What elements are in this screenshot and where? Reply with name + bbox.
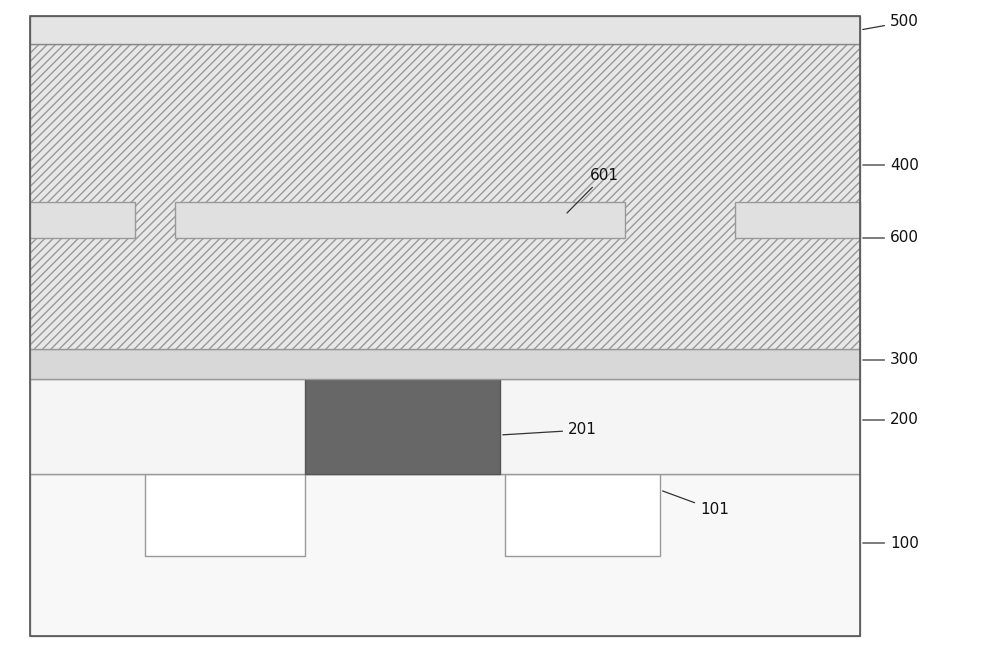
Bar	[30, 349, 860, 379]
Bar	[30, 16, 860, 636]
Bar	[505, 474, 660, 556]
Bar	[30, 474, 860, 636]
Bar	[30, 379, 860, 474]
Text: 601: 601	[567, 168, 619, 213]
Text: 500: 500	[863, 14, 919, 29]
Bar	[735, 202, 860, 238]
Text: 201: 201	[503, 422, 597, 437]
Text: 400: 400	[863, 158, 919, 173]
Text: 100: 100	[863, 535, 919, 550]
Bar	[145, 474, 305, 556]
Text: 300: 300	[863, 353, 919, 368]
Text: 200: 200	[863, 413, 919, 428]
Bar	[305, 379, 500, 474]
Bar	[30, 202, 135, 238]
Text: 600: 600	[863, 231, 919, 246]
Text: 101: 101	[663, 491, 729, 518]
Bar	[30, 44, 860, 349]
Bar	[30, 16, 860, 44]
Bar	[175, 202, 625, 238]
